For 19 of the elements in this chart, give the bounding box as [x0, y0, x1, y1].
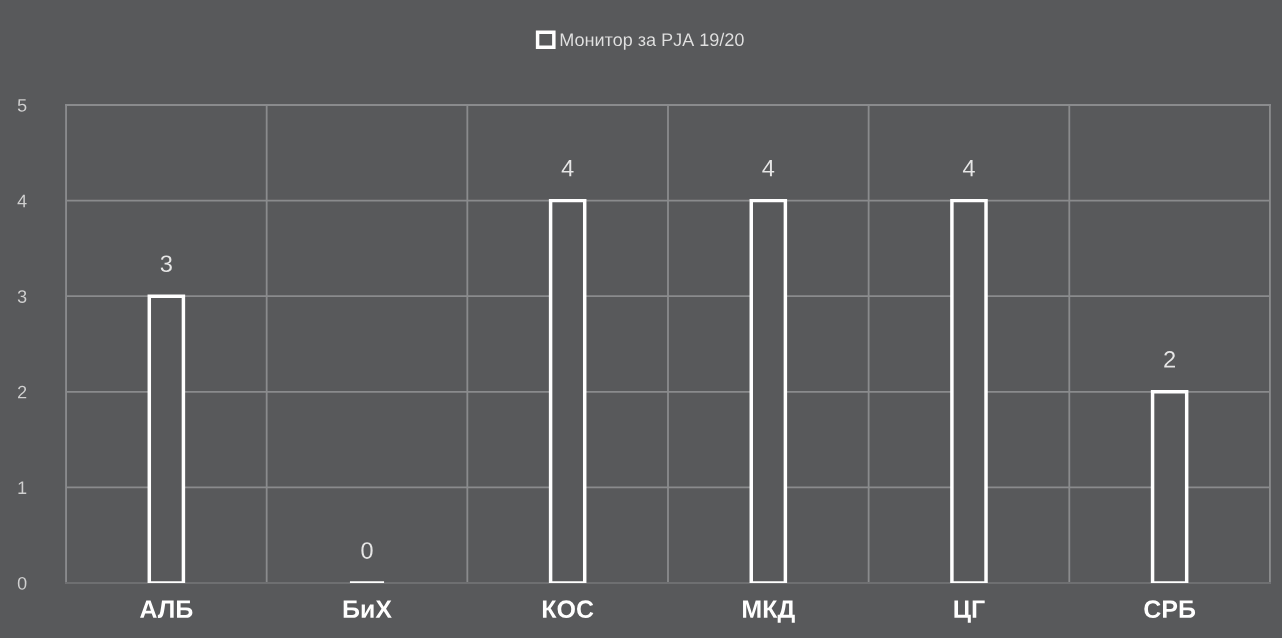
y-tick-label: 5: [17, 99, 27, 112]
data-label: 0: [361, 542, 373, 559]
x-tick-label: ЦГ: [954, 600, 985, 623]
y-tick-label: 3: [17, 290, 27, 303]
y-tick-label: 0: [17, 576, 27, 590]
data-label: 3: [160, 255, 172, 273]
x-tick-label: КОС: [542, 600, 594, 619]
legend-label: Монитор за РЈА 19/20: [560, 32, 744, 50]
x-tick-label: АЛБ: [140, 600, 193, 618]
x-tick-label: БиХ: [343, 600, 392, 618]
data-label: 2: [1164, 350, 1175, 368]
y-tick-label: 4: [17, 194, 27, 208]
x-tick-label: МКД: [743, 600, 795, 623]
y-tick-label: 2: [18, 385, 27, 399]
y-tick-label: 1: [18, 481, 27, 494]
x-tick-label: СРБ: [1144, 600, 1196, 619]
data-label: 4: [962, 160, 975, 177]
data-label: 4: [762, 160, 775, 177]
data-label: 4: [561, 160, 574, 177]
